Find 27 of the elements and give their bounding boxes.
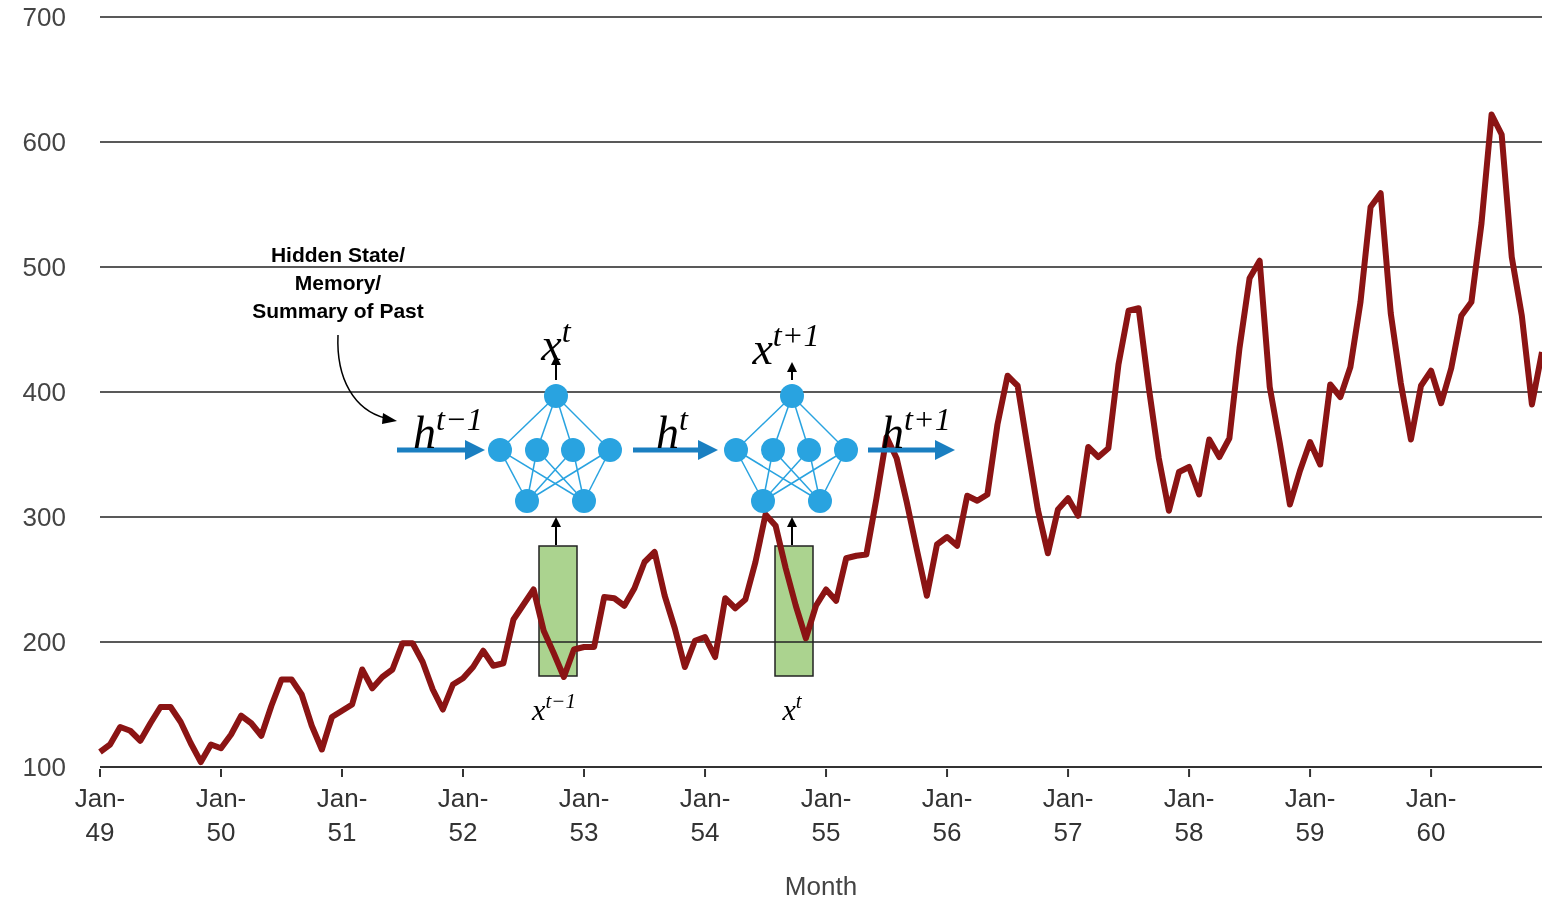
x-tick-label: Jan-51: [316, 783, 368, 847]
y-tick-label: 100: [22, 752, 66, 783]
annotation: h$^{t−1}$: [413, 401, 483, 458]
y-tick-label: 500: [22, 252, 66, 283]
x-tick-label: Jan-53: [558, 783, 610, 847]
y-tick-label: 700: [22, 2, 66, 33]
x-tick-label: Jan-52: [437, 783, 489, 847]
y-tick-label: 300: [22, 502, 66, 533]
x-tick-label: Jan-49: [74, 783, 126, 847]
x-tick-label: Jan-59: [1284, 783, 1336, 847]
annotation: h$^{t}$: [656, 401, 690, 458]
x-tick-label: Jan-50: [195, 783, 247, 847]
annotation: x$^{t}$: [781, 689, 803, 726]
y-tick-label: 200: [22, 627, 66, 658]
annotation: h$^{t+1}$: [881, 401, 951, 458]
x-tick-label: Jan-58: [1163, 783, 1215, 847]
y-tick-label: 400: [22, 377, 66, 408]
annotation: x$^{t−1}$: [531, 689, 576, 726]
x-tick-label: Jan-57: [1042, 783, 1094, 847]
annotation: Hidden State/ Memory/ Summary of Past: [252, 243, 424, 322]
x-tick-label: Jan-55: [800, 783, 852, 847]
x-axis-title: Month: [784, 871, 858, 901]
y-tick-label: 600: [22, 127, 66, 158]
x-tick-label: Jan-54: [679, 783, 731, 847]
x-tick-label: Jan-56: [921, 783, 973, 847]
annotation: x$^{t+1}$: [751, 317, 820, 374]
x-tick-label: Jan-60: [1405, 783, 1457, 847]
